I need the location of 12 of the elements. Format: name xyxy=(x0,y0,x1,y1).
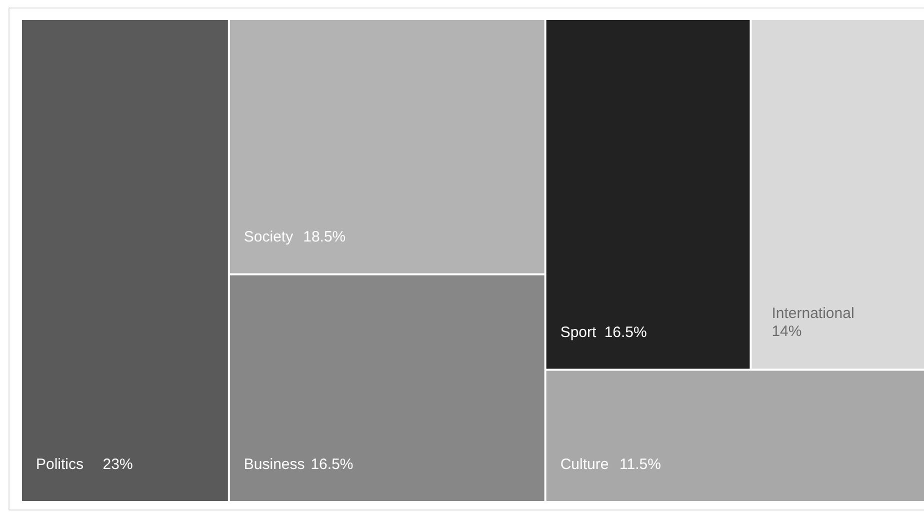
category-label: Society xyxy=(244,228,294,246)
data-label: 11.5% xyxy=(620,456,661,473)
data-label: 16.5% xyxy=(604,324,647,341)
category-label: Business xyxy=(244,456,305,473)
category-label: Sport xyxy=(560,324,598,341)
category-label: Culture xyxy=(560,456,609,473)
category-label: International xyxy=(772,304,854,322)
data-label: 14% xyxy=(772,322,802,340)
data-label: 18.5% xyxy=(303,228,346,246)
data-label: 16.5% xyxy=(310,456,354,473)
data-label: 23% xyxy=(102,456,133,473)
category-label: Politics xyxy=(36,456,84,473)
